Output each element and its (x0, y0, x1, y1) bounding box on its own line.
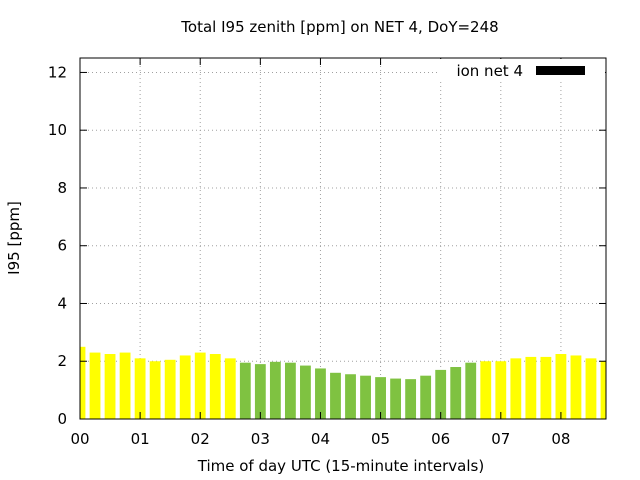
bar (345, 374, 356, 419)
bar (465, 362, 477, 419)
y-tick-label: 4 (57, 294, 67, 312)
x-tick-label: 03 (251, 430, 270, 448)
bar (104, 354, 116, 419)
x-tick-label: 01 (131, 430, 150, 448)
bar (525, 356, 537, 419)
bar (254, 364, 266, 419)
bar (420, 375, 432, 419)
chart-title: Total I95 zenith [ppm] on NET 4, DoY=248 (180, 18, 498, 36)
bar (284, 362, 296, 419)
legend-label: ion net 4 (456, 62, 523, 80)
bar (80, 346, 86, 419)
bar (540, 356, 552, 419)
bar (300, 365, 311, 419)
legend: ion net 4 (440, 59, 605, 81)
bar (164, 359, 176, 419)
x-tick-label: 06 (431, 430, 450, 448)
bars (80, 346, 606, 419)
bar (119, 352, 131, 419)
bar (510, 358, 522, 419)
bar (134, 358, 146, 419)
y-axis-title: I95 [ppm] (5, 201, 23, 275)
x-tick-label: 07 (491, 430, 510, 448)
y-tick-label: 10 (48, 121, 67, 139)
y-tick-label: 0 (57, 410, 67, 428)
bar (390, 378, 402, 419)
bar (224, 358, 236, 419)
bar (360, 375, 371, 419)
y-tick-label: 2 (57, 352, 67, 370)
bar (405, 379, 417, 419)
bar (179, 355, 191, 419)
bar (375, 377, 386, 419)
bar (495, 361, 507, 419)
bar (555, 354, 567, 419)
y-tick-label: 12 (48, 63, 67, 81)
x-tick-label: 04 (311, 430, 330, 448)
bar (194, 352, 206, 419)
bar (570, 355, 582, 419)
y-tick-label: 6 (57, 237, 67, 255)
x-tick-label: 02 (191, 430, 210, 448)
bar (269, 361, 281, 419)
bar (209, 354, 221, 419)
x-tick-label: 08 (551, 430, 570, 448)
bar (450, 367, 462, 419)
bar (89, 352, 101, 419)
bar (330, 372, 341, 419)
bar (149, 361, 161, 419)
bar (480, 361, 492, 419)
bar (600, 361, 606, 419)
x-tick-label: 00 (70, 430, 89, 448)
legend-background (440, 59, 605, 81)
y-tick-label: 8 (57, 179, 67, 197)
grid (80, 58, 606, 419)
x-tick-label: 05 (371, 430, 390, 448)
x-axis-title: Time of day UTC (15-minute intervals) (197, 457, 484, 475)
bar (239, 362, 251, 419)
bar (435, 369, 447, 419)
legend-swatch (536, 66, 585, 75)
plot-frame (79, 57, 607, 420)
bar (585, 358, 597, 419)
bar (315, 368, 326, 419)
